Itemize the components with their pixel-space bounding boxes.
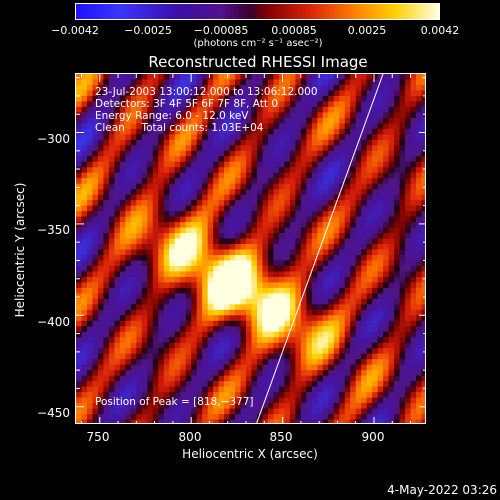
colorbar — [75, 3, 440, 20]
limb-overlay — [256, 74, 384, 423]
plot-title: Reconstructed RHESSI Image — [148, 53, 368, 71]
x-tick-label: 800 — [178, 430, 202, 444]
rhessi-image-svg — [76, 74, 425, 423]
y-axis-label: Heliocentric Y (arcsec) — [13, 182, 27, 318]
colorbar-tick: 0.00085 — [271, 24, 317, 37]
y-tick-label: −450 — [37, 406, 70, 420]
y-tick-label: −400 — [37, 315, 70, 329]
colorbar-tick: −0.0025 — [124, 24, 172, 37]
rhessi-image — [75, 73, 426, 424]
x-tick-label: 750 — [86, 430, 110, 444]
peak-position: Position of Peak = [818,−377] — [95, 396, 254, 408]
date-stamp: 4-May-2022 03:26 — [387, 483, 497, 497]
colorbar-tick: 0.0042 — [420, 24, 460, 37]
x-axis-label: Heliocentric X (arcsec) — [182, 447, 318, 461]
info-energy-range: Energy Range: 6.0 - 12.0 keV — [95, 110, 249, 122]
info-time-range: 23-Jul-2003 13:00:12.000 to 13:06:12.000 — [95, 86, 318, 98]
info-clean-counts: Clean Total counts: 1.03E+04 — [95, 122, 264, 134]
colorbar-tick: −0.0042 — [51, 24, 99, 37]
frame-ticks — [76, 74, 425, 423]
solar-limb-line — [256, 74, 384, 423]
colorbar-tick: −0.00085 — [193, 24, 249, 37]
x-tick-label: 900 — [361, 430, 385, 444]
x-tick-label: 850 — [269, 430, 293, 444]
colorbar-tick: 0.0025 — [347, 24, 387, 37]
colorbar-unit-label: (photons cm⁻² s⁻¹ asec⁻²) — [193, 38, 323, 49]
info-detectors: Detectors: 3F 4F 5F 6F 7F 8F, Att 0 — [95, 98, 279, 110]
y-tick-label: −300 — [37, 132, 70, 146]
y-tick-label: −350 — [37, 223, 70, 237]
